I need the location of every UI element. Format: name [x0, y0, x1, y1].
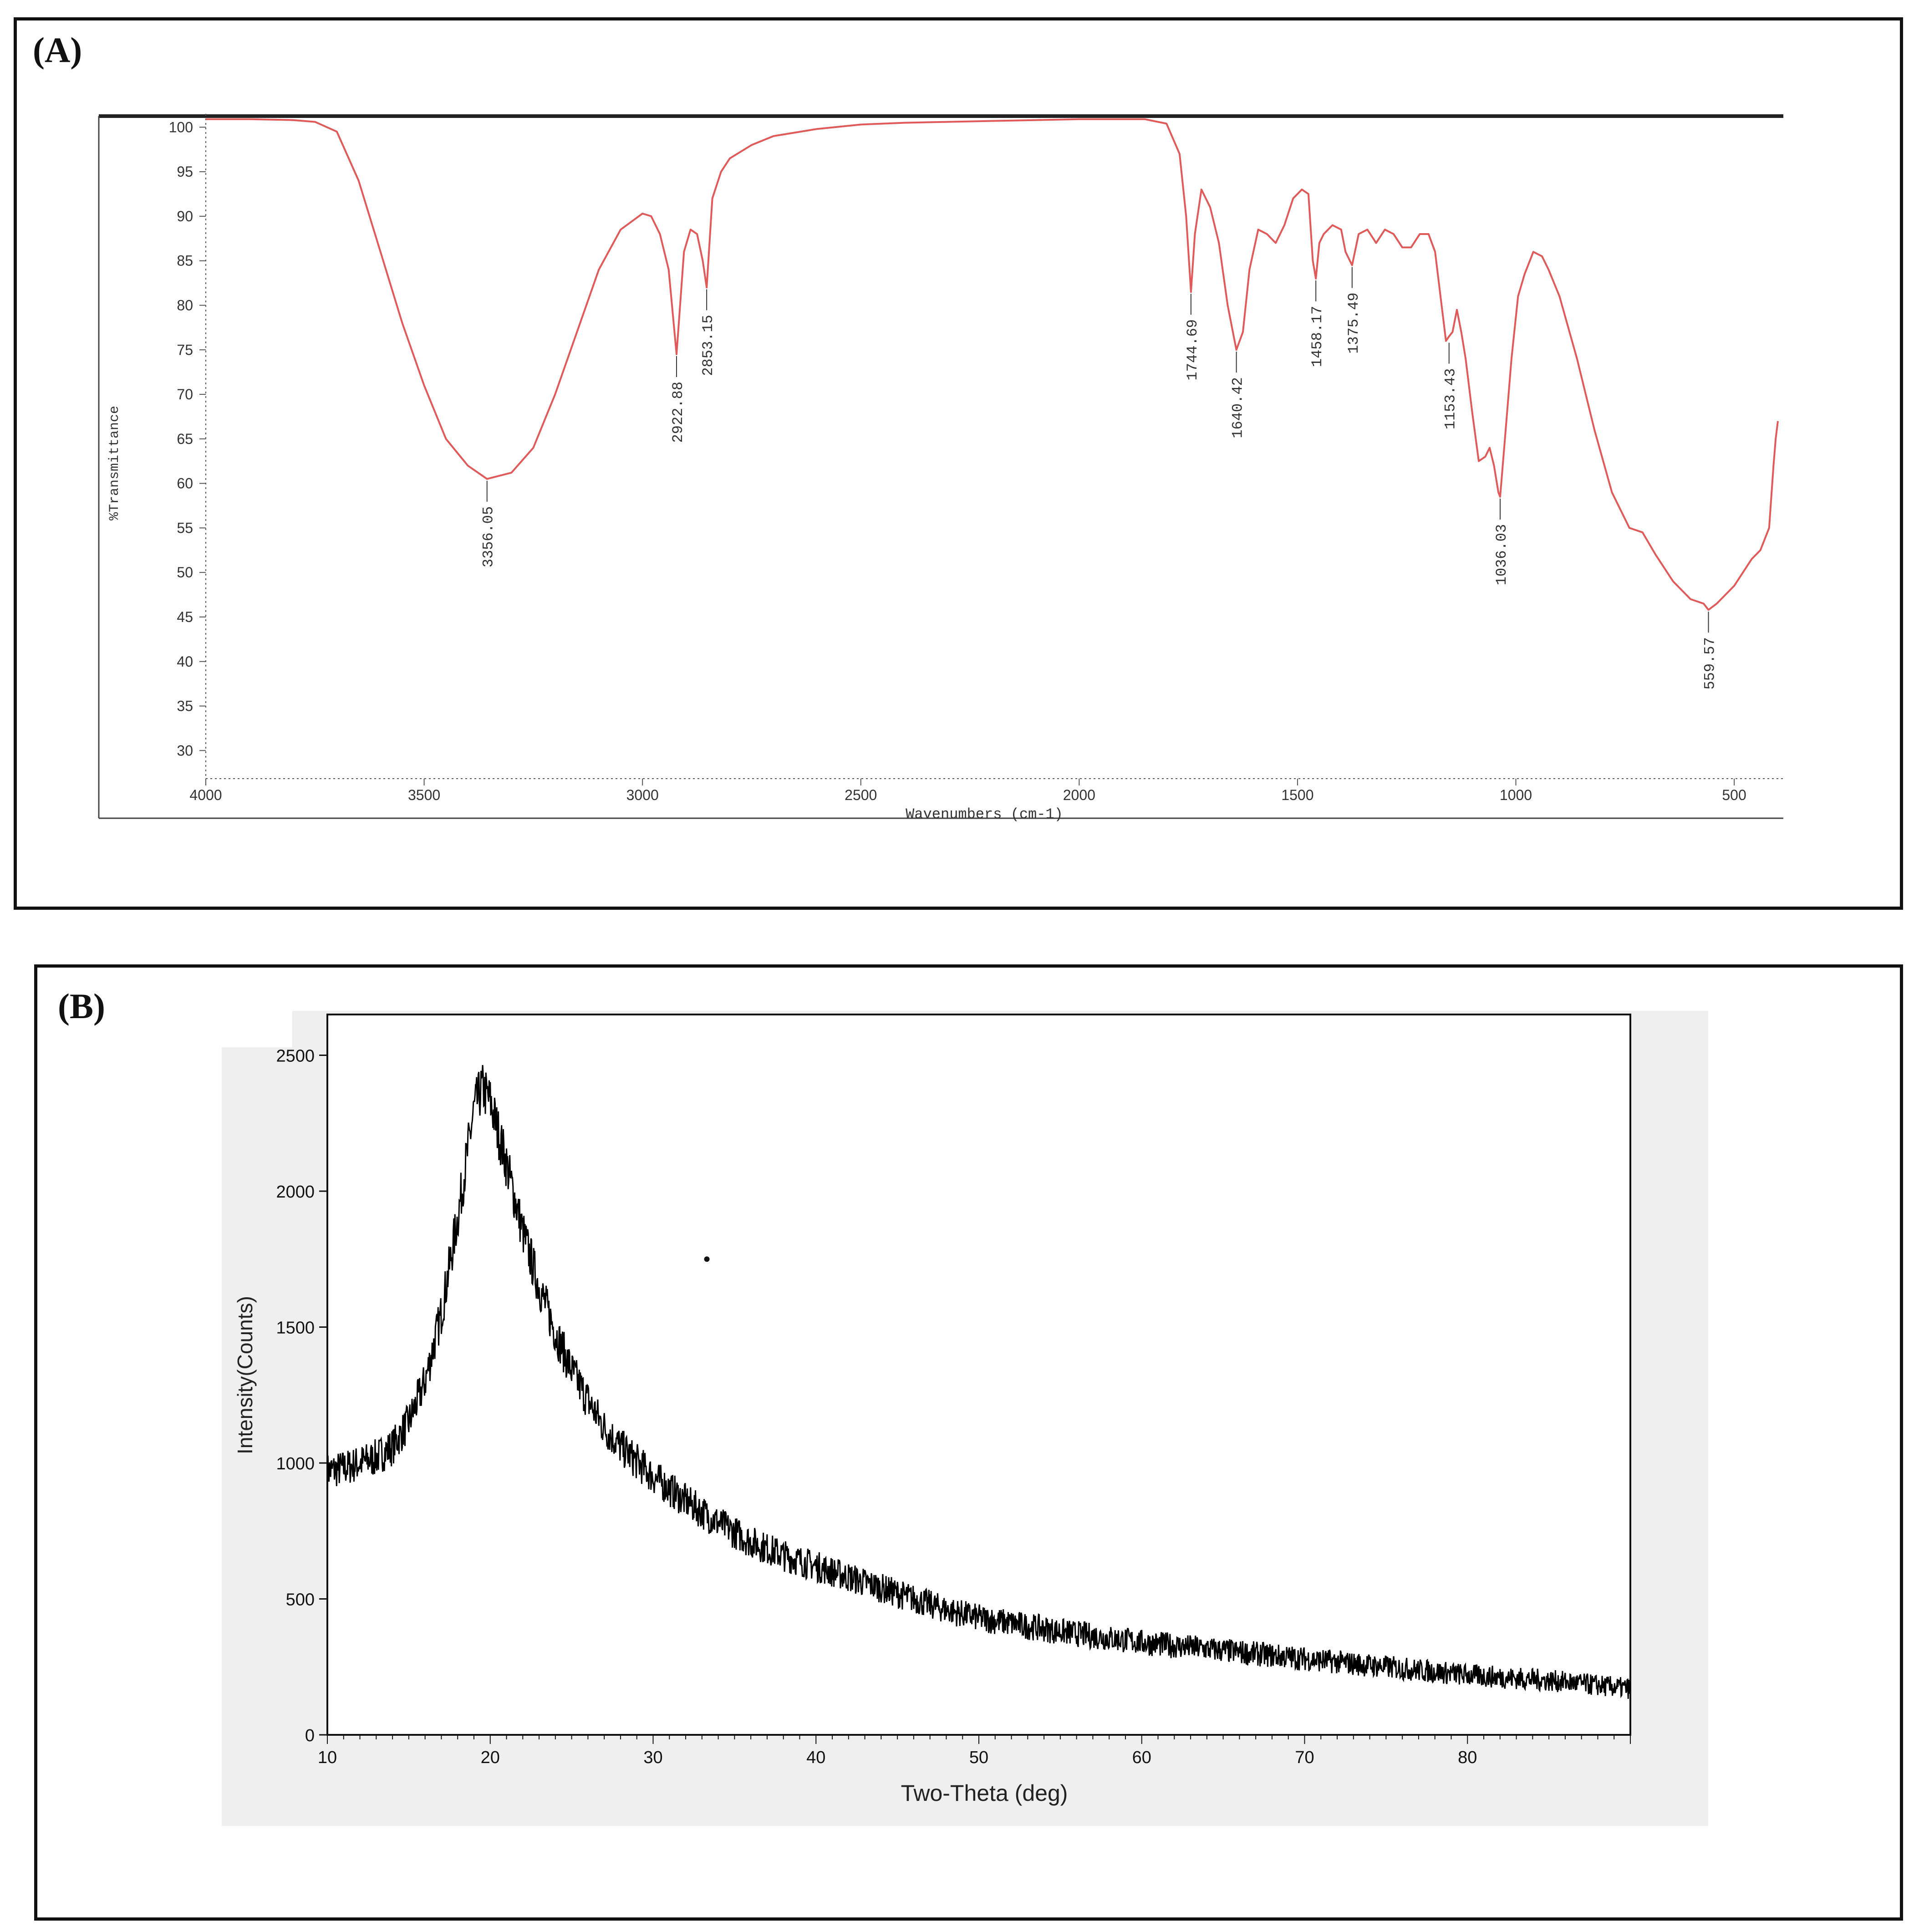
x-axis-label: Wavenumbers (cm-1)	[906, 806, 1063, 823]
x-tick-label: 20	[481, 1748, 500, 1767]
y-axis-label: Intensity(Counts)	[233, 1296, 257, 1454]
x-tick-label: 3000	[626, 787, 659, 803]
y-tick-label: 70	[177, 386, 193, 403]
x-tick-label: 1000	[1500, 787, 1532, 803]
y-tick-label: 1000	[276, 1454, 315, 1473]
y-tick-label: 100	[169, 119, 193, 135]
y-tick-label: 55	[177, 520, 193, 536]
y-tick-label: 40	[177, 653, 193, 670]
y-tick-label: 30	[177, 742, 193, 759]
x-tick-label: 2500	[845, 787, 877, 803]
x-tick-label: 3500	[408, 787, 440, 803]
y-tick-label: 90	[177, 208, 193, 224]
peak-label: 3356.05	[480, 506, 497, 567]
y-tick-label: 2000	[276, 1183, 315, 1202]
stray-point	[704, 1256, 710, 1262]
x-tick-label: 1500	[1281, 787, 1313, 803]
x-tick-label: 70	[1295, 1748, 1314, 1767]
peak-label: 1744.69	[1184, 319, 1201, 380]
x-tick-label: 50	[969, 1748, 988, 1767]
panel-a-label: (A)	[33, 30, 82, 70]
chart-backdrop-left	[222, 1047, 313, 1826]
y-tick-label: 0	[305, 1726, 315, 1745]
y-tick-label: 2500	[276, 1047, 315, 1066]
y-tick-label: 60	[177, 475, 193, 492]
y-tick-label: 500	[286, 1590, 315, 1610]
spectrum-line	[206, 118, 1779, 611]
peak-label: 2922.88	[670, 382, 687, 443]
peak-label: 1458.17	[1309, 306, 1326, 367]
peak-label: 1036.03	[1493, 524, 1510, 585]
y-tick-label: 85	[177, 253, 193, 269]
x-tick-label: 60	[1132, 1748, 1151, 1767]
y-axis-label: %Transmittance	[107, 406, 122, 520]
y-tick-label: 75	[177, 342, 193, 358]
x-tick-label: 40	[806, 1748, 825, 1767]
x-axis-label: Two-Theta (deg)	[901, 1780, 1068, 1806]
xrd-chart: 0 500 1000 1500 2000 2500 10 20 30 40 50 60 70 80 Two-…	[222, 1011, 1708, 1826]
peak-label: 1640.42	[1230, 377, 1247, 438]
x-tick-label: 500	[1722, 787, 1746, 803]
x-tick-label: 80	[1458, 1748, 1477, 1767]
y-tick-label: 45	[177, 609, 193, 625]
x-tick-label: 2000	[1063, 787, 1095, 803]
y-tick-label: 1500	[276, 1319, 315, 1338]
panel-b-label: (B)	[58, 986, 105, 1026]
peak-label: 2853.15	[700, 315, 717, 376]
plot-area	[326, 1014, 1631, 1736]
x-tick-label: 30	[643, 1748, 662, 1767]
panel-b: (B) 0 500 1000 1500 2000 2500 10 20 30 40 50 60 70 80…	[34, 964, 1903, 1921]
x-tick-label: 4000	[189, 787, 222, 803]
panel-a: (A) 100 95 90 85 80 75 70 65 60 55 50 45 40 35 30 4000 3…	[14, 17, 1903, 910]
xrd-trace	[326, 1065, 1631, 1699]
y-tick-label: 95	[177, 163, 193, 180]
peak-label: 1153.43	[1442, 368, 1459, 429]
y-tick-label: 80	[177, 297, 193, 313]
ftir-chart: 100 95 90 85 80 75 70 65 60 55 50 45 40 35 30 4000 3500 3…	[98, 114, 1783, 823]
peak-label: 1375.49	[1345, 292, 1362, 353]
y-tick-label: 65	[177, 431, 193, 447]
y-tick-label: 35	[177, 698, 193, 714]
y-tick-label: 50	[177, 564, 193, 581]
x-tick-label: 10	[318, 1748, 337, 1767]
peak-label: 559.57	[1701, 637, 1718, 689]
